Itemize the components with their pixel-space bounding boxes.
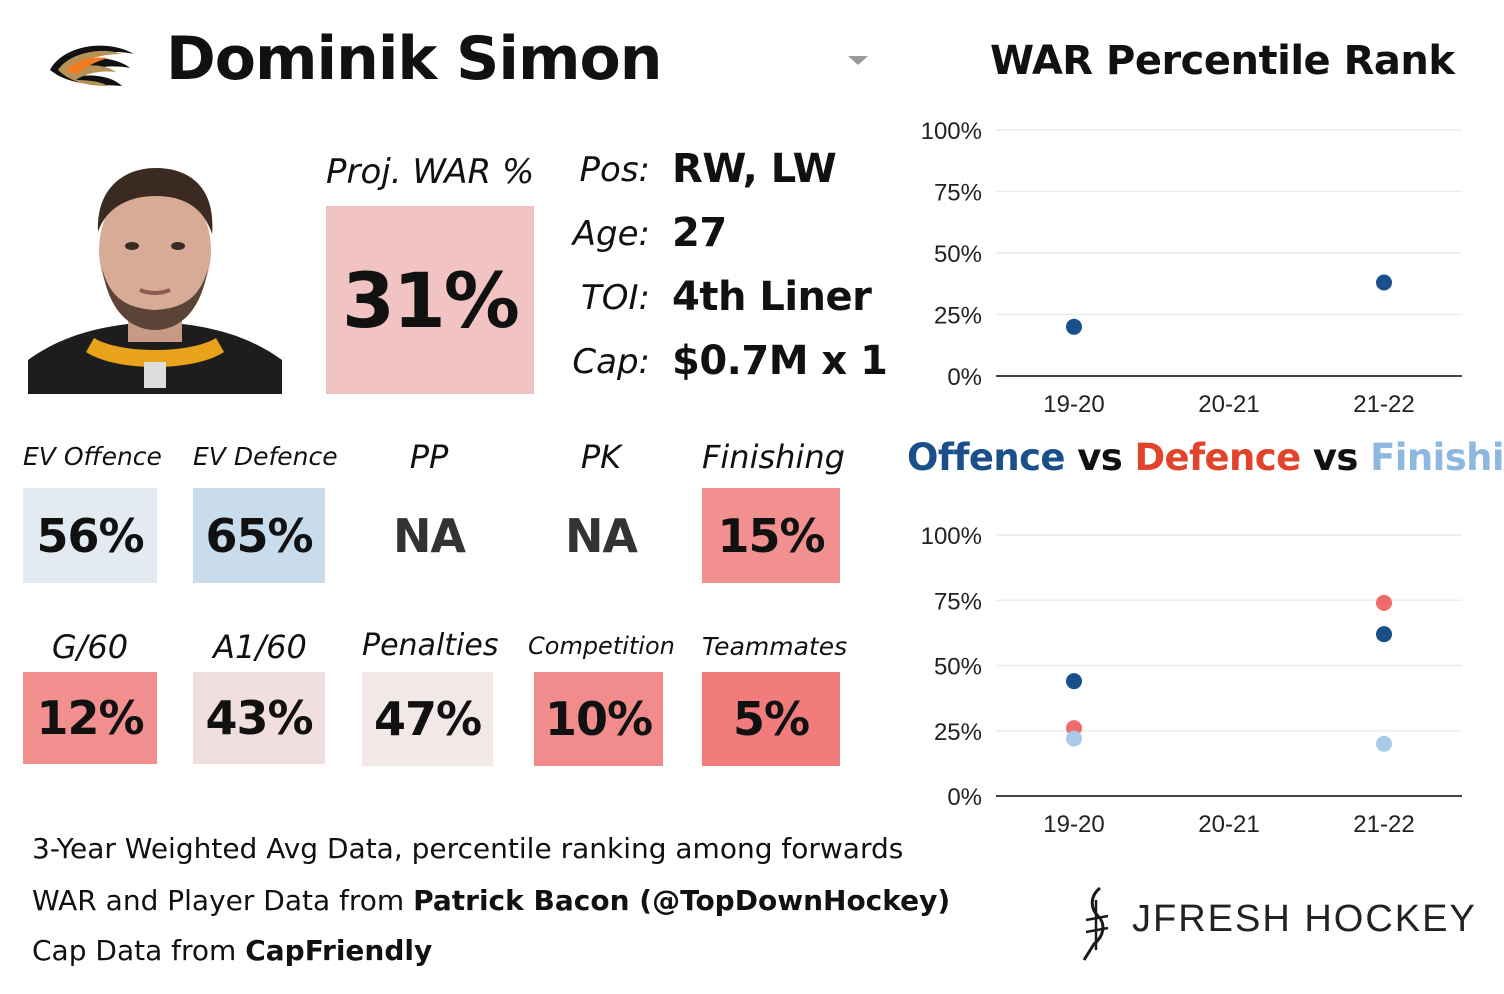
footer-cap-source: Cap Data from CapFriendly [32,934,432,967]
info-value-age: 27 [672,210,727,256]
team-logo [50,45,134,86]
metric-box-teammates: 5% [702,672,840,766]
player-photo [28,148,282,394]
war-percentile-chart: 0% 25% 50% 75% 100% 19-20 20-21 21-22 [921,118,1462,418]
ovd-title-offence: Offence [907,436,1066,479]
ovd-chart-point-offence [1376,626,1392,643]
footer-war-source-name: Patrick Bacon (@TopDownHockey) [413,884,951,917]
ovd-chart-point-finishing [1066,730,1082,747]
info-label-cap: Cap: [572,342,650,382]
metric-box-a160: 43% [193,672,325,764]
metric-box-penalties: 47% [362,672,493,766]
ovd-chart-x-tick-label: 20-21 [1198,811,1259,838]
war-chart-y-tick-label: 100% [921,118,982,145]
metric-box-competition: 10% [534,672,663,766]
proj-war-value: 31% [342,255,520,345]
proj-war-label: Proj. WAR % [326,152,535,192]
ovd-chart-y-tick-label: 75% [934,588,982,615]
metric-label-a160: A1/60 [213,628,307,666]
war-chart-x-tick-label: 21-22 [1353,391,1414,418]
ovd-chart-point-finishing [1376,735,1392,752]
war-chart-y-tick-label: 0% [947,364,982,391]
war-chart-point-series0 [1376,274,1392,291]
metric-box-pk: NA [534,488,668,583]
ovd-chart-point-defence [1376,594,1392,611]
metric-label-penalties: Penalties [362,628,499,663]
war-chart-x-tick-label: 19-20 [1043,391,1104,418]
metric-box-pp: NA [362,488,496,583]
metric-box-g60: 12% [23,672,157,764]
ovd-chart-y-tick-label: 0% [947,784,982,811]
ovd-title-finishing: Finishing [1370,436,1504,479]
ovd-chart-x-tick-label: 21-22 [1353,811,1414,838]
war-chart-y-tick-label: 75% [934,180,982,207]
brand-logo-icon [1082,886,1109,961]
footer-war-prefix: WAR and Player Data from [32,884,414,917]
ovd-chart-y-tick-label: 100% [921,523,982,550]
war-chart-y-tick-label: 25% [934,303,982,330]
metric-label-ev-offence: EV Offence [23,442,162,471]
ovd-chart-y-tick-label: 50% [934,654,982,681]
ovd-chart-x-tick-label: 19-20 [1043,811,1104,838]
metric-label-teammates: Teammates [702,632,848,661]
info-value-cap: $0.7M x 1 [672,338,888,384]
footer-note: 3-Year Weighted Avg Data, percentile ran… [32,832,904,865]
metric-label-pk: PK [580,438,622,476]
ovd-chart-y-tick-label: 25% [934,719,982,746]
war-chart-title: WAR Percentile Rank [990,38,1455,84]
war-chart-x-tick-label: 20-21 [1198,391,1259,418]
brand-name: JFRESH HOCKEY [1132,898,1477,940]
metric-label-competition: Competition [528,632,675,660]
info-label-age: Age: [572,214,650,254]
metric-label-finishing: Finishing [702,438,845,476]
info-value-pos: RW, LW [672,146,837,192]
metric-label-g60: G/60 [51,628,129,666]
proj-war-box: 31% [326,206,534,394]
metric-box-ev-defence: 65% [193,488,325,583]
offence-defence-finishing-chart: 0% 25% 50% 75% 100% 19-20 20-21 21-22 [921,523,1462,838]
footer-cap-prefix: Cap Data from [32,934,246,967]
metric-box-ev-offence: 56% [23,488,157,583]
ovd-title-vs-1: vs [1064,436,1135,479]
war-chart-point-series0 [1066,318,1082,335]
ovd-title-defence: Defence [1134,436,1301,479]
metric-label-ev-defence: EV Defence [193,442,338,471]
metric-label-pp: PP [409,438,449,476]
info-label-pos: Pos: [579,150,650,190]
footer-war-source: WAR and Player Data from Patrick Bacon (… [32,884,950,917]
info-label-toi: TOI: [580,278,650,318]
info-value-toi: 4th Liner [672,274,872,320]
war-chart-y-tick-label: 50% [934,241,982,268]
player-name: Dominik Simon [166,24,662,94]
dropdown-caret-icon[interactable] [848,56,868,65]
ovd-chart-point-offence [1066,673,1082,690]
ovd-title-vs-2: vs [1300,436,1371,479]
footer-cap-source-name: CapFriendly [245,934,433,967]
metric-box-finishing: 15% [702,488,840,583]
ovd-chart-title: Offence vs Defence vs Finishing [907,436,1504,479]
